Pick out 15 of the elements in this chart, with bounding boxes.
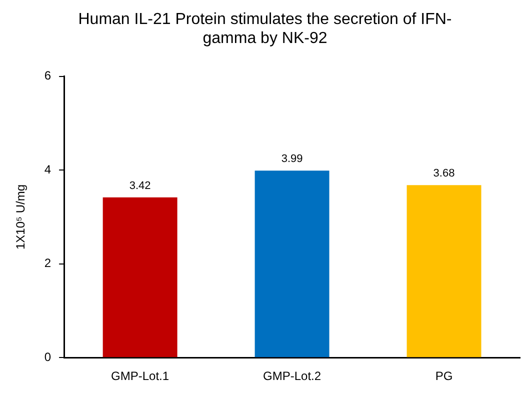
y-tick-label: 4: [44, 162, 52, 176]
x-tick-label: GMP-Lot.2: [263, 369, 322, 384]
y-axis-title: 1X10⁵ U/mg: [14, 184, 28, 250]
bar: [406, 185, 482, 358]
bar: [254, 170, 330, 358]
data-label: 3.68: [433, 168, 455, 180]
chart-title: Human IL-21 Protein stimulates the secretion of IFN-gamma by NK-92: [78, 11, 452, 48]
bar: [102, 197, 178, 358]
x-tick-label: GMP-Lot.1: [111, 369, 170, 384]
y-tick-label: 6: [44, 68, 52, 83]
data-label: 3.99: [281, 153, 303, 166]
data-label: 3.42: [129, 180, 151, 192]
y-tick-label: 0: [44, 350, 52, 364]
y-tick-label: 2: [44, 256, 52, 270]
x-tick-label: PG: [435, 369, 453, 384]
